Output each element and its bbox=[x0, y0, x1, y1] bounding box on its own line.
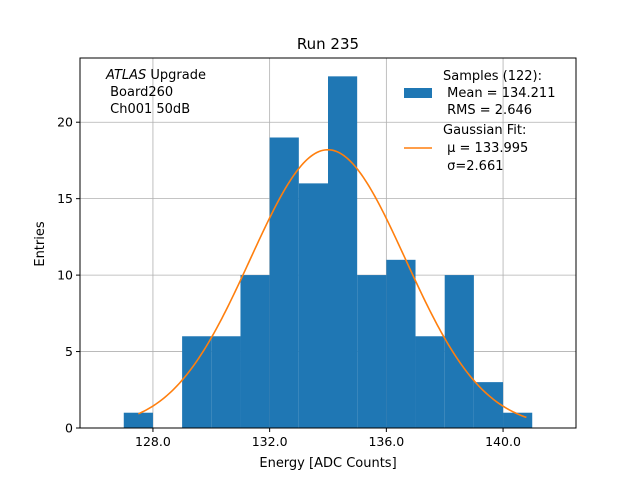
y-tick-label: 10 bbox=[57, 268, 73, 283]
histogram-bar bbox=[298, 183, 328, 428]
annotation-atlas-word: ATLAS bbox=[105, 68, 146, 83]
plot-frame bbox=[79, 57, 577, 429]
histogram-bar bbox=[269, 137, 299, 428]
legend-samples-line-1: Samples (122): bbox=[443, 69, 542, 84]
histogram-bar bbox=[473, 382, 504, 428]
x-axis-label: Energy [ADC Counts] bbox=[259, 456, 396, 471]
gaussian-fit-curve bbox=[138, 148, 527, 419]
histogram-bar bbox=[211, 336, 241, 428]
y-tick-label: 5 bbox=[65, 344, 73, 359]
histogram-bar bbox=[503, 412, 533, 428]
legend-fit-line-2: μ = 133.995 bbox=[443, 141, 528, 156]
x-tick-label: 140.0 bbox=[485, 434, 521, 449]
x-axis-ticks: 128.0 132.0 136.0 140.0 bbox=[135, 428, 521, 449]
x-tick-label: 136.0 bbox=[368, 434, 404, 449]
annotation-line-3: Ch001 50dB bbox=[106, 102, 190, 117]
histogram-bar bbox=[182, 336, 212, 428]
annotation-upgrade-word: Upgrade bbox=[146, 68, 206, 83]
annotation-line-1: ATLAS Upgrade bbox=[105, 68, 206, 83]
x-tick-label: 128.0 bbox=[135, 434, 171, 449]
histogram-bar bbox=[240, 275, 270, 428]
legend-samples-line-2: Mean = 134.211 bbox=[443, 86, 555, 101]
histogram-bar bbox=[123, 412, 153, 428]
histogram-bar bbox=[386, 259, 416, 428]
y-tick-label: 15 bbox=[57, 191, 73, 206]
y-tick-label: 20 bbox=[57, 115, 73, 130]
annotation-line-2: Board260 bbox=[106, 85, 173, 100]
histogram-bar bbox=[444, 275, 474, 428]
y-axis-label: Entries bbox=[33, 221, 48, 267]
atlas-annotation: ATLAS Upgrade Board260 Ch001 50dB bbox=[105, 68, 206, 117]
histogram-bar bbox=[357, 275, 387, 428]
x-tick-label: 132.0 bbox=[252, 434, 288, 449]
legend-fit-line-3: σ=2.661 bbox=[443, 159, 503, 174]
legend-samples-line-3: RMS = 2.646 bbox=[443, 103, 532, 118]
legend-samples-swatch bbox=[404, 88, 432, 98]
y-axis-ticks: 0 5 10 15 20 bbox=[57, 115, 80, 436]
chart-title: Run 235 bbox=[297, 35, 359, 53]
legend-fit-line-1: Gaussian Fit: bbox=[443, 123, 526, 138]
legend: Samples (122): Mean = 134.211 RMS = 2.64… bbox=[404, 69, 555, 174]
histogram-bar bbox=[415, 336, 445, 428]
histogram-bar bbox=[328, 76, 358, 428]
histogram-bars bbox=[123, 76, 533, 428]
y-tick-label: 0 bbox=[65, 421, 73, 436]
